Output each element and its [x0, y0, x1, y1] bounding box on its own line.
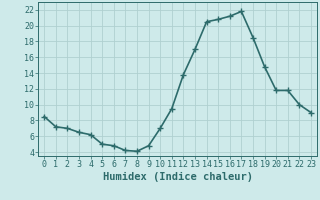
X-axis label: Humidex (Indice chaleur): Humidex (Indice chaleur) [103, 172, 252, 182]
